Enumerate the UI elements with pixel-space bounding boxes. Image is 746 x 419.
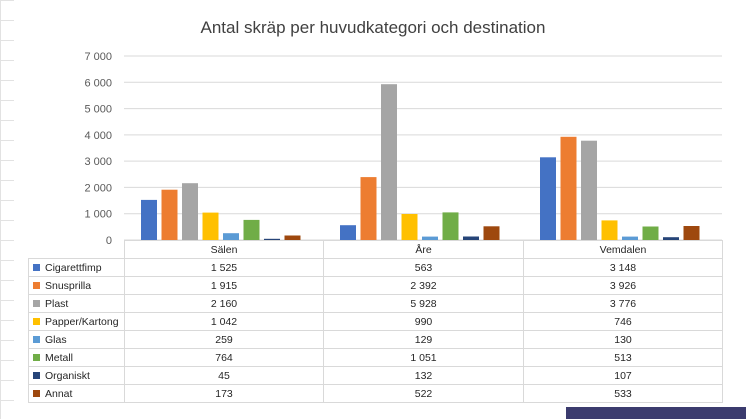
chart-title: Antal skräp per huvudkategori och destin…	[200, 18, 546, 37]
series-name: Annat	[45, 387, 73, 400]
data-value-cell: 130	[523, 330, 723, 349]
table-header-row: Sälen Åre Vemdalen	[28, 240, 723, 259]
series-name: Metall	[45, 351, 74, 364]
bar[interactable]	[340, 225, 356, 240]
legend-entry: Organiskt	[28, 366, 125, 385]
bar[interactable]	[264, 238, 280, 240]
series-name: Glas	[45, 333, 67, 346]
data-value-cell: 764	[124, 348, 324, 367]
legend-key-icon	[33, 389, 40, 397]
table-row: Organiskt 45 132 107	[28, 366, 723, 385]
bar[interactable]	[581, 140, 597, 240]
taskbar-fragment	[566, 407, 746, 419]
y-tick-label: 5 000	[84, 104, 112, 116]
data-value-cell: 522	[323, 384, 524, 403]
y-tick-label: 6 000	[84, 77, 112, 89]
bar[interactable]	[560, 136, 577, 240]
legend-entry: Metall	[28, 348, 125, 367]
bar[interactable]	[483, 226, 500, 240]
data-value-cell: 533	[523, 384, 723, 403]
data-value-cell: 1 915	[124, 276, 324, 295]
data-value-cell: 173	[124, 384, 324, 403]
legend-key-icon	[33, 353, 40, 361]
category-label: Sälen	[124, 240, 324, 259]
table-row: Cigarettfimp 1 525 563 3 148	[28, 258, 723, 277]
bar[interactable]	[540, 157, 556, 240]
legend-key-icon	[33, 317, 40, 325]
y-tick-label: 4 000	[84, 130, 112, 142]
bar[interactable]	[243, 219, 260, 240]
legend-key-icon	[33, 371, 40, 379]
data-value-cell: 45	[124, 366, 324, 385]
bar[interactable]	[141, 199, 157, 240]
table-row: Snusprilla 1 915 2 392 3 926	[28, 276, 723, 295]
data-value-cell: 1 042	[124, 312, 324, 331]
bar[interactable]	[601, 220, 618, 240]
data-value-cell: 513	[523, 348, 723, 367]
chart-data-table: Sälen Åre Vemdalen Cigarettfimp 1 525 563 3 14…	[28, 240, 723, 403]
legend-entry: Annat	[28, 384, 125, 403]
data-value-cell: 129	[323, 330, 524, 349]
category-label: Vemdalen	[523, 240, 723, 259]
legend-key-icon	[33, 335, 40, 343]
data-value-cell: 3 926	[523, 276, 723, 295]
bar[interactable]	[223, 233, 239, 240]
bar[interactable]	[442, 212, 459, 240]
y-tick-label: 2 000	[84, 182, 112, 194]
bar[interactable]	[622, 236, 638, 240]
legend-entry: Cigarettfimp	[28, 258, 125, 277]
bar[interactable]	[422, 236, 438, 240]
legend-entry: Papper/Kartong	[28, 312, 125, 331]
bar[interactable]	[642, 226, 659, 241]
y-tick-label: 7 000	[84, 51, 112, 63]
series-name: Plast	[45, 297, 69, 310]
table-row: Plast 2 160 5 928 3 776	[28, 294, 723, 313]
bar[interactable]	[161, 189, 178, 240]
series-name: Cigarettfimp	[45, 261, 102, 274]
bar[interactable]	[360, 177, 377, 240]
data-value-cell: 1 051	[323, 348, 524, 367]
bar[interactable]	[202, 212, 219, 240]
data-value-cell: 5 928	[323, 294, 524, 313]
data-value-cell: 563	[323, 258, 524, 277]
legend-entry: Snusprilla	[28, 276, 125, 295]
table-row: Metall 764 1 051 513	[28, 348, 723, 367]
bar[interactable]	[284, 235, 301, 241]
table-row: Glas 259 129 130	[28, 330, 723, 349]
series-name: Organiskt	[45, 369, 90, 382]
table-corner-cell	[28, 240, 125, 259]
legend-entry: Glas	[28, 330, 125, 349]
data-value-cell: 990	[323, 312, 524, 331]
legend-entry: Plast	[28, 294, 125, 313]
bar[interactable]	[182, 183, 198, 240]
table-row: Annat 173 522 533	[28, 384, 723, 403]
y-tick-label: 3 000	[84, 156, 112, 168]
data-value-cell: 2 160	[124, 294, 324, 313]
series-name: Snusprilla	[45, 279, 92, 292]
bar[interactable]	[463, 236, 479, 241]
bar[interactable]	[683, 226, 700, 240]
series-name: Papper/Kartong	[45, 315, 119, 328]
bar[interactable]	[401, 214, 418, 240]
legend-key-icon	[33, 281, 40, 289]
data-value-cell: 132	[323, 366, 524, 385]
y-tick-label: 1 000	[84, 209, 112, 221]
data-value-cell: 3 148	[523, 258, 723, 277]
table-row: Papper/Kartong 1 042 990 746	[28, 312, 723, 331]
category-label: Åre	[323, 240, 524, 259]
data-value-cell: 259	[124, 330, 324, 349]
legend-key-icon	[33, 263, 40, 271]
data-value-cell: 2 392	[323, 276, 524, 295]
data-value-cell: 3 776	[523, 294, 723, 313]
bar[interactable]	[381, 84, 397, 240]
bar[interactable]	[663, 237, 679, 240]
data-value-cell: 107	[523, 366, 723, 385]
data-value-cell: 1 525	[124, 258, 324, 277]
legend-key-icon	[33, 299, 40, 307]
data-value-cell: 746	[523, 312, 723, 331]
